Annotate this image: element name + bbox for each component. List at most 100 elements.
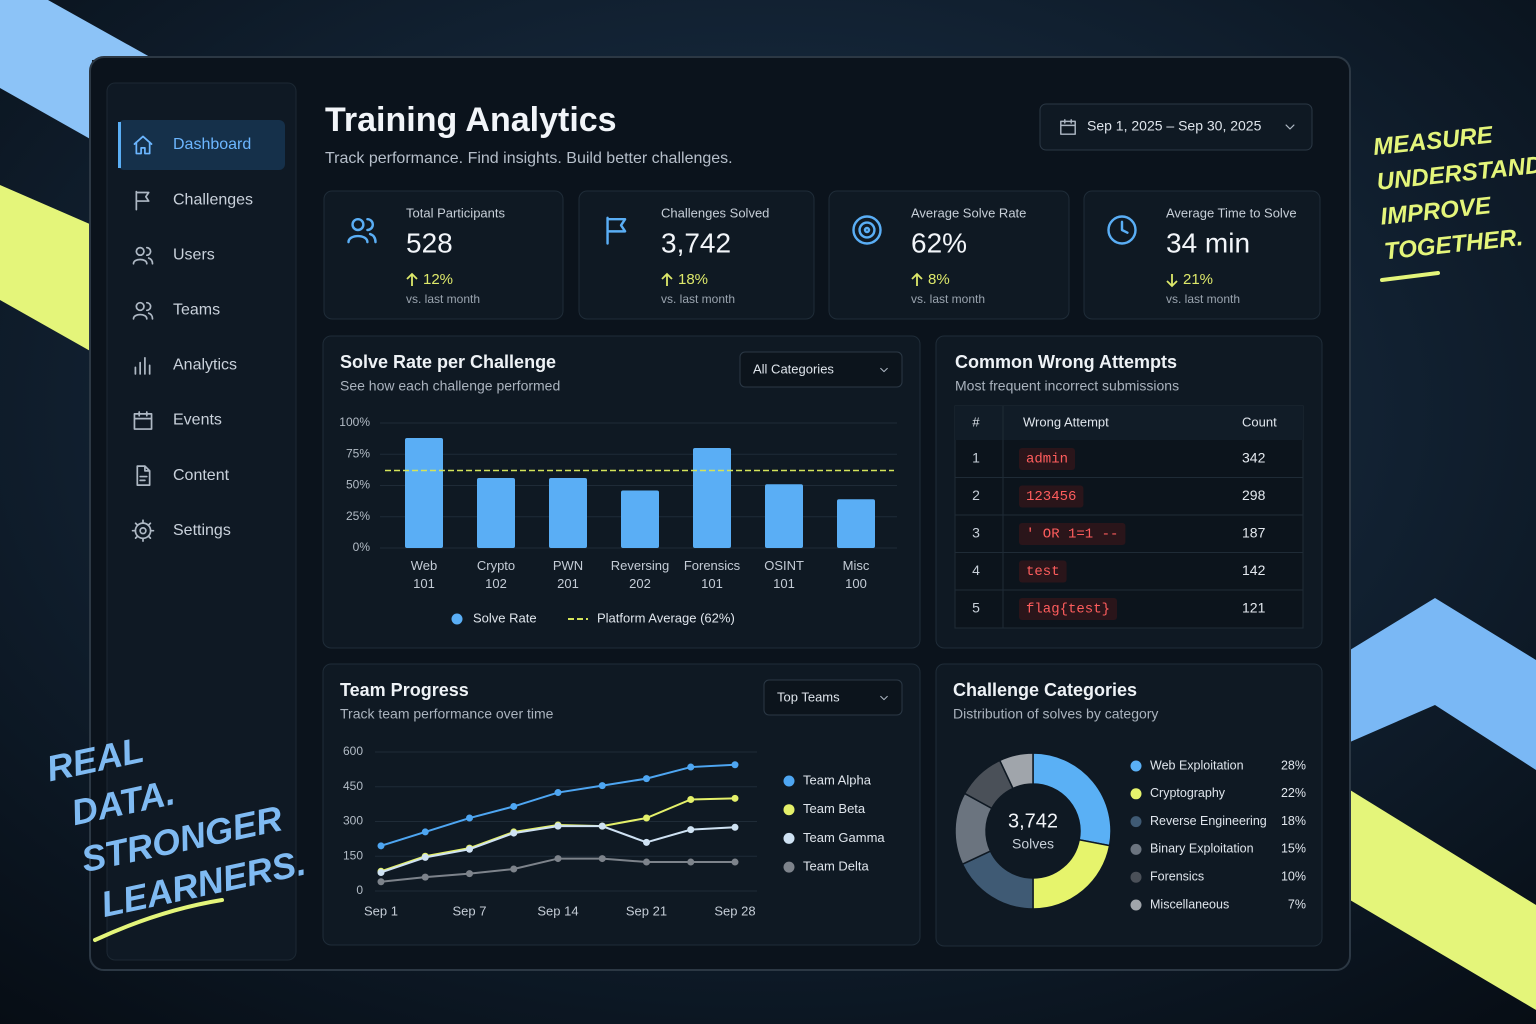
- kpi-value: 528: [406, 227, 453, 258]
- kpi-icon: [347, 217, 377, 244]
- active-nav: [118, 120, 285, 170]
- nav-icon-part: [132, 246, 154, 265]
- kpi-icon: [852, 215, 882, 245]
- decor-underline: [1380, 271, 1440, 282]
- legend-label: Team Delta: [803, 859, 870, 874]
- wrong-attempt: flag{test}: [1026, 602, 1110, 618]
- data-point: [510, 865, 518, 873]
- decor-stripe: [0, 185, 92, 352]
- data-point: [377, 842, 385, 850]
- nav-item: Users: [173, 246, 215, 263]
- attempt-count: 342: [1242, 450, 1266, 466]
- column-header: Count: [1242, 414, 1277, 429]
- data-point: [687, 795, 695, 803]
- date-picker[interactable]: [1039, 103, 1313, 151]
- x-tick-label: PWN 201: [552, 558, 584, 591]
- calendar-icon: [1060, 119, 1076, 135]
- card-subtitle: Most frequent incorrect submissions: [955, 378, 1179, 394]
- wrong-attempt: ' OR 1=1 --: [1026, 527, 1118, 543]
- legend-swatch: [1130, 899, 1142, 911]
- data-point: [687, 763, 695, 771]
- kpi-icon-part: [606, 216, 627, 245]
- code-chip: [1019, 523, 1126, 545]
- value-label: 10%: [1281, 869, 1306, 883]
- value-label: 15%: [1281, 842, 1306, 856]
- row-index: 4: [972, 562, 980, 578]
- row-index: 2: [972, 487, 980, 503]
- nav-icon-part: [134, 356, 151, 375]
- y-tick-label: 150: [343, 848, 363, 862]
- bar: [477, 478, 515, 548]
- chart-title: Challenge Categories: [953, 680, 1137, 700]
- kpi-label: Total Participants: [406, 205, 505, 220]
- kpi-label: Average Solve Rate: [911, 205, 1026, 220]
- attempt-count: 121: [1242, 600, 1266, 616]
- legend-swatch: [783, 804, 795, 816]
- column-header: #: [972, 414, 980, 429]
- legend-label: Cryptography: [1150, 786, 1226, 800]
- column-header: Wrong Attempt: [1023, 414, 1109, 429]
- chevron-icon-part: [880, 695, 888, 701]
- nav-icon-part: [136, 465, 151, 486]
- nav-icon-part: [133, 135, 153, 155]
- card-title: Common Wrong Attempts: [955, 352, 1177, 372]
- filter-dropdown[interactable]: [763, 679, 903, 716]
- legend-label: Team Gamma: [803, 830, 885, 845]
- nav-icon: [132, 301, 154, 320]
- sidebar: [106, 82, 297, 961]
- y-tick-label: 450: [343, 779, 363, 793]
- kpi-note: vs. last month: [661, 292, 735, 306]
- bar: [693, 448, 731, 548]
- legend-label: Miscellaneous: [1150, 897, 1229, 911]
- x-tick-label: OSINT 101: [764, 558, 804, 591]
- kpi-icon-part: [852, 215, 882, 245]
- kpi-note: vs. last month: [911, 292, 985, 306]
- nav-item: Dashboard: [173, 136, 251, 153]
- data-point: [687, 826, 695, 834]
- decor-stripe: [1350, 790, 1536, 1010]
- kpi-card: [323, 190, 564, 320]
- decor-stripe: [1350, 598, 1536, 770]
- data-point: [598, 782, 606, 790]
- chevron-icon-part: [880, 367, 888, 373]
- value-label: 28%: [1281, 758, 1306, 772]
- y-tick-label: 300: [343, 814, 363, 828]
- bar: [405, 438, 443, 548]
- code-chip: [1019, 560, 1067, 583]
- x-tick-label: Sep 14: [537, 903, 578, 918]
- y-tick-label: 0: [356, 883, 363, 897]
- nav-icon-part: [135, 246, 145, 257]
- data-point: [421, 853, 429, 861]
- data-point: [598, 822, 606, 830]
- kpi-note: vs. last month: [406, 292, 480, 306]
- nav-item: Events: [173, 412, 222, 429]
- filter-dropdown[interactable]: [739, 351, 903, 388]
- value-label: 18%: [1281, 814, 1306, 828]
- kpi-change: 12%: [423, 271, 453, 288]
- kpi-change: 8%: [928, 271, 950, 288]
- legend-swatch: [1130, 788, 1142, 800]
- x-tick-label: Sep 21: [626, 903, 667, 918]
- center-label: Solves: [1012, 836, 1054, 852]
- kpi-label: Challenges Solved: [661, 205, 769, 220]
- data-point: [731, 823, 739, 831]
- x-tick-label: Sep 1: [364, 903, 398, 918]
- x-tick-label: Reversing 202: [610, 558, 670, 591]
- code-chip: [1019, 598, 1118, 620]
- chevron-icon: [1285, 124, 1295, 130]
- kpi-value: 62%: [911, 227, 967, 258]
- x-tick-label: Sep 7: [453, 903, 487, 918]
- nav-icon-part: [131, 519, 155, 543]
- trend-arrow: [911, 272, 923, 286]
- y-tick-label: 25%: [346, 509, 370, 523]
- data-point: [377, 868, 385, 876]
- legend-label: Forensics: [1150, 869, 1204, 883]
- legend-swatch: [1130, 760, 1142, 772]
- table: [954, 405, 1304, 629]
- chart-title: Team Progress: [340, 680, 469, 700]
- nav-icon-part: [139, 526, 147, 535]
- code-chip: [1019, 448, 1076, 470]
- filter-label: All Categories: [753, 361, 834, 376]
- y-tick-label: 100%: [339, 415, 370, 429]
